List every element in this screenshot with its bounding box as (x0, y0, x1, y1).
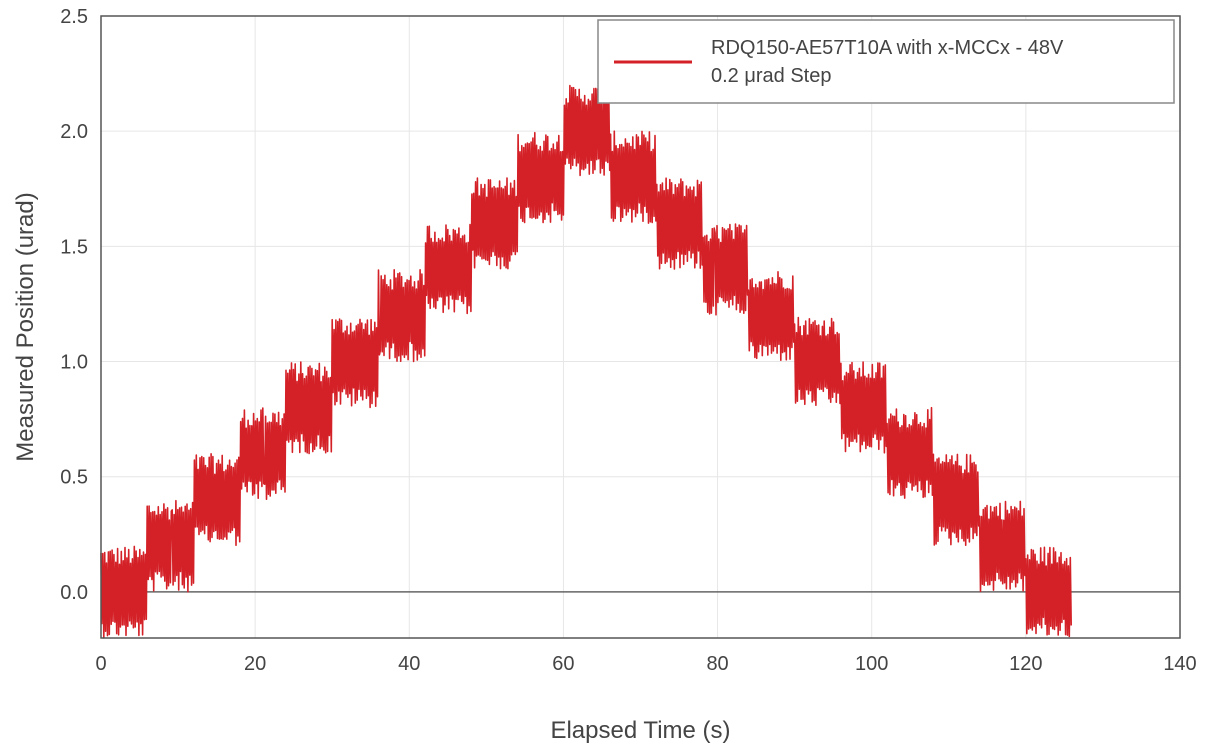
x-tick-label: 80 (706, 653, 728, 675)
legend-label-sub: 0.2 μrad Step (711, 65, 832, 87)
legend: RDQ150-AE57T10A with x-MCCx - 48V 0.2 μr… (597, 19, 1175, 104)
y-tick-label: 2.0 (60, 121, 88, 143)
x-tick-label: 60 (552, 653, 574, 675)
series-line (100, 84, 1072, 639)
x-tick-label: 100 (855, 653, 888, 675)
x-tick-label: 40 (398, 653, 420, 675)
y-tick-label: 0.0 (60, 582, 88, 604)
y-tick-label: 1.0 (60, 352, 88, 374)
x-tick-label: 0 (95, 653, 106, 675)
x-tick-label: 120 (1009, 653, 1042, 675)
x-tick-label: 20 (244, 653, 266, 675)
legend-label: RDQ150-AE57T10A with x-MCCx - 48V (711, 37, 1064, 59)
x-tick-labels: 0 20 40 60 80 100 120 140 (95, 653, 1196, 675)
y-axis-title: Measured Position (urad) (12, 192, 39, 461)
y-tick-labels: 0.0 0.5 1.0 1.5 2.0 2.5 (60, 6, 88, 604)
y-tick-label: 0.5 (60, 467, 88, 489)
y-tick-label: 1.5 (60, 236, 88, 258)
y-tick-label: 2.5 (60, 6, 88, 28)
plot-frame (100, 15, 1181, 639)
series-layer (100, 84, 1072, 639)
x-axis-title: Elapsed Time (s) (550, 717, 730, 744)
x-tick-label: 140 (1163, 653, 1196, 675)
legend-box (597, 19, 1175, 104)
